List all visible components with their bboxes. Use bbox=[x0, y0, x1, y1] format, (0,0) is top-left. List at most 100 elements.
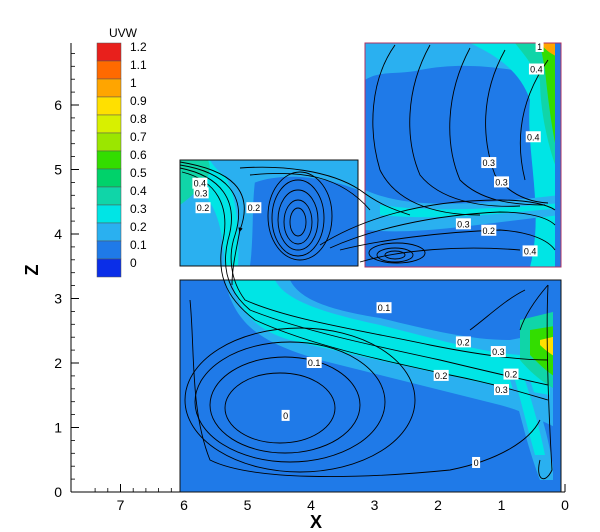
vortex-ring bbox=[277, 189, 319, 251]
legend-label: 0.5 bbox=[130, 166, 147, 180]
x-tick-label: 6 bbox=[180, 497, 188, 513]
legend-label: 0.4 bbox=[130, 184, 147, 198]
left-room-jet-band bbox=[180, 160, 239, 266]
contour-label: 0.3 bbox=[492, 347, 505, 357]
x-tick-label: 3 bbox=[371, 497, 379, 513]
contour-label-bg bbox=[503, 368, 519, 380]
legend-label: 1 bbox=[130, 76, 137, 90]
streamline bbox=[469, 289, 526, 331]
legend-swatch bbox=[96, 42, 122, 62]
legend-label: 1.1 bbox=[130, 58, 147, 72]
contour-label-bg bbox=[481, 224, 497, 236]
x-tick-label: 4 bbox=[307, 497, 315, 513]
streamline bbox=[485, 49, 549, 204]
left-room-border bbox=[179, 159, 359, 267]
legend: UVW 1.2 1.1 1 0.9 0.8 0.7 0.6 0.5 0.4 0.3 0.2 0.1 0 bbox=[96, 26, 147, 278]
contour-label: 0.2 bbox=[435, 371, 448, 381]
contour-label-bg bbox=[481, 157, 497, 169]
small-vortex-ring bbox=[384, 250, 406, 260]
contour-label-bg bbox=[525, 131, 541, 143]
right-room-border bbox=[364, 42, 562, 268]
contour-label: 0.4 bbox=[527, 132, 540, 142]
y-tick-label: 2 bbox=[54, 355, 62, 371]
contour-label: 0.2 bbox=[457, 337, 470, 347]
contour-label-bg bbox=[494, 384, 509, 396]
contour-label-bg bbox=[522, 245, 538, 257]
contour-label-bg bbox=[281, 409, 290, 421]
right-room-side-strip bbox=[555, 43, 561, 267]
lower-room-side-strip bbox=[553, 280, 561, 492]
lower-vortex-ring bbox=[224, 372, 336, 444]
contour-label-bg bbox=[455, 218, 471, 230]
contour-label: 0.4 bbox=[194, 179, 207, 189]
contour-label-bg bbox=[306, 357, 322, 368]
lower-vortex-ring bbox=[194, 341, 386, 463]
contour-label-bg bbox=[195, 202, 211, 214]
streamline bbox=[538, 284, 553, 480]
legend-swatch bbox=[96, 96, 122, 116]
vortex-ring bbox=[289, 207, 307, 237]
contour-label: 0 bbox=[474, 458, 479, 468]
legend-swatch bbox=[96, 78, 122, 98]
contour-label-bg bbox=[472, 456, 481, 468]
streamline bbox=[179, 167, 549, 386]
streamline bbox=[181, 171, 549, 401]
lower-room-border bbox=[179, 279, 562, 493]
right-room-diagonal-band-inner bbox=[380, 203, 561, 218]
contour-label: 0.3 bbox=[195, 188, 208, 198]
y-tick-label: 3 bbox=[54, 291, 62, 307]
small-vortex-ring bbox=[368, 242, 426, 264]
streamline bbox=[189, 299, 541, 477]
lower-room-jet-band-03 bbox=[232, 280, 550, 395]
x-axis-title: X bbox=[310, 512, 322, 532]
vortex-ring bbox=[283, 199, 313, 245]
legend-swatch bbox=[96, 132, 122, 152]
legend-label: 1.2 bbox=[130, 40, 147, 54]
y-axis-title: Z bbox=[22, 265, 42, 276]
contour-label: 0.3 bbox=[457, 219, 470, 229]
contour-label: 0.3 bbox=[483, 158, 496, 168]
contour-label-bg bbox=[490, 346, 506, 358]
legend-label: 0.3 bbox=[130, 202, 147, 216]
y-tick-label: 0 bbox=[54, 484, 62, 500]
streamline bbox=[359, 247, 521, 263]
streamline bbox=[339, 229, 556, 251]
vortex-ring bbox=[267, 171, 333, 261]
legend-title: UVW bbox=[109, 26, 138, 40]
contour-label-bg bbox=[535, 40, 544, 52]
x-tick-label: 2 bbox=[434, 497, 442, 513]
contour-label: 0.2 bbox=[505, 370, 518, 380]
contour-label: 0.2 bbox=[197, 203, 210, 213]
legend-swatch bbox=[96, 186, 122, 206]
legend-label: 0.7 bbox=[130, 130, 147, 144]
contour-label-bg bbox=[246, 202, 262, 214]
streamline bbox=[239, 166, 411, 216]
legend-label: 0.2 bbox=[130, 220, 147, 234]
contour-label: 0 bbox=[283, 411, 288, 421]
legend-swatch bbox=[96, 150, 122, 170]
contour-label: 0.1 bbox=[308, 358, 321, 368]
lower-room-plume-inner bbox=[515, 380, 545, 455]
streamline bbox=[449, 47, 546, 206]
legend-label: 0 bbox=[130, 256, 137, 270]
legend-label: 0.9 bbox=[130, 94, 147, 108]
contour-label: 0.2 bbox=[483, 226, 496, 236]
vortex-ring bbox=[271, 179, 325, 257]
legend-swatch bbox=[96, 204, 122, 224]
legend-label: 0.1 bbox=[130, 238, 147, 252]
legend-label: 0.8 bbox=[130, 112, 147, 126]
legend-label: 0.6 bbox=[130, 148, 147, 162]
x-tick-label: 0 bbox=[561, 497, 569, 513]
contour-label-bg bbox=[376, 302, 392, 314]
contour-label: 0.1 bbox=[378, 303, 391, 313]
contour-label: 1 bbox=[537, 42, 542, 52]
contour-label-bg bbox=[528, 63, 544, 75]
streamline bbox=[179, 164, 549, 361]
x-tick-label: 1 bbox=[498, 497, 506, 513]
right-upper-room bbox=[365, 43, 561, 267]
contour-label: 0.4 bbox=[524, 246, 537, 256]
contour-label-bg bbox=[433, 369, 449, 381]
y-tick-label: 1 bbox=[54, 420, 62, 436]
contour-label: 0.3 bbox=[495, 177, 508, 187]
